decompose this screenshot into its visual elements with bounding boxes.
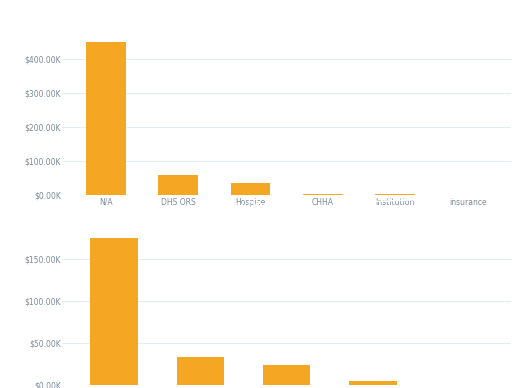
- Bar: [86, 42, 126, 195]
- Text: AR by Discipline: AR by Discipline: [210, 201, 305, 211]
- Bar: [231, 183, 270, 195]
- Bar: [349, 381, 397, 385]
- Bar: [177, 357, 224, 385]
- Bar: [263, 365, 311, 385]
- Bar: [90, 238, 138, 385]
- Bar: [158, 175, 198, 195]
- Text: ›: ›: [496, 9, 501, 19]
- Bar: [375, 194, 415, 195]
- Text: AR by Contract Type: AR by Contract Type: [198, 9, 317, 19]
- Bar: [303, 194, 343, 195]
- Text: ›: ›: [496, 201, 501, 211]
